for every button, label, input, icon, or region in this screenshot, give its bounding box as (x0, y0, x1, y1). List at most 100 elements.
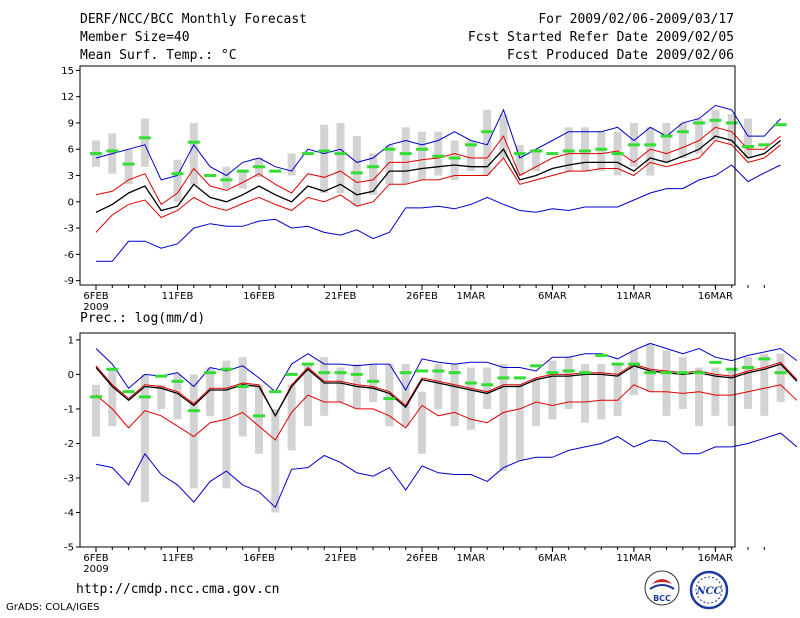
climatology-marker (350, 372, 363, 376)
x-tick-label: 26FEB (406, 291, 438, 302)
header-forecast-period: For 2009/02/06-2009/03/17 (538, 12, 734, 27)
climatology-marker (236, 385, 249, 388)
ensemble-spread-box (238, 171, 247, 189)
climatology-marker (676, 130, 689, 134)
x-tick-label: 26FEB (406, 553, 438, 564)
ensemble-spread-box (418, 391, 426, 454)
climatology-marker (416, 369, 428, 373)
climatology-marker (399, 371, 412, 375)
climatology-marker (171, 172, 184, 176)
climatology-marker (627, 143, 640, 147)
y-tick-label: -5 (64, 543, 74, 554)
climatology-marker (187, 409, 200, 413)
header-start-date: Fcst Started Refer Date 2009/02/05 (467, 30, 734, 45)
climatology-marker (367, 379, 380, 383)
climatology-marker (383, 147, 396, 151)
climatology-marker (562, 369, 575, 373)
ensemble-spread-box (646, 127, 655, 176)
bcc-logo: BCC (644, 570, 680, 606)
climatology-marker (220, 367, 233, 371)
x-tick-label: 21FEB (325, 553, 357, 564)
climatology-marker (106, 367, 119, 371)
ensemble-spread-box (678, 122, 687, 158)
climatology-marker (497, 376, 510, 380)
climatology-marker (334, 152, 347, 156)
climatology-marker (579, 371, 591, 375)
climatology-marker (138, 395, 151, 399)
footer-url[interactable]: http://cmdp.ncc.cma.gov.cn (76, 582, 280, 597)
climatology-marker (432, 154, 445, 158)
ensemble-spread-box (401, 127, 410, 185)
ensemble-spread-box (287, 153, 296, 176)
series-line-min (95, 432, 798, 509)
climatology-marker (204, 174, 217, 177)
climatology-marker (660, 371, 673, 375)
climatology-marker (122, 390, 135, 394)
climatology-marker (693, 371, 706, 375)
x-tick-label: 6MAR (538, 553, 567, 564)
climatology-marker (513, 376, 526, 380)
ensemble-spread-box (189, 374, 198, 489)
ensemble-spread-box (140, 374, 149, 503)
x-tick-label: 16FEB (243, 553, 275, 564)
climatology-marker (138, 136, 151, 140)
x-tick-label: 11MAR (616, 553, 651, 564)
ensemble-spread-box (222, 360, 231, 489)
climatology-marker (709, 360, 722, 364)
climatology-marker (90, 395, 102, 399)
ensemble-spread-box (695, 367, 704, 427)
x-year-label: 2009 (83, 302, 108, 313)
x-tick-label: 16MAR (698, 291, 733, 302)
climatology-marker (595, 147, 608, 151)
x-tick-label: 11FEB (162, 553, 194, 564)
ensemble-spread-box (662, 350, 671, 416)
ensemble-spread-box (287, 384, 296, 451)
x-tick-label: 6FEB (83, 553, 108, 564)
ensemble-spread-box (434, 364, 443, 409)
series-line-lower (95, 139, 781, 233)
chart-panel-1: -9 -6 -3 0 3 6 9 12 15 6FEB 11FEB 16FEB 21FEB 26FEB 1M… (61, 65, 787, 313)
climatology-marker (448, 371, 461, 375)
climatology-marker (481, 383, 494, 387)
ensemble-spread-box (760, 353, 769, 416)
x-tick-label: 1MAR (457, 291, 486, 302)
climatology-marker (644, 143, 657, 147)
climatology-marker (611, 362, 624, 366)
ensemble-spread-box (695, 118, 704, 154)
y-tick-label: 15 (61, 66, 74, 77)
ensemble-spread-box (401, 364, 410, 427)
header-title: DERF/NCC/BCC Monthly Forecast (80, 12, 307, 27)
climatology-marker (155, 374, 168, 378)
ensemble-spread-box (711, 367, 720, 416)
climatology-marker (253, 165, 265, 169)
climatology-marker (595, 353, 608, 357)
climatology-marker (301, 152, 314, 156)
y-tick-label: -1 (64, 404, 74, 415)
climatology-marker (758, 357, 771, 361)
ensemble-spread-box (613, 364, 622, 416)
climatology-marker (562, 149, 575, 153)
x-tick-label: 16FEB (243, 291, 275, 302)
climatology-marker (399, 152, 412, 156)
ensemble-spread-box (466, 140, 475, 172)
series-line-upper (95, 361, 798, 417)
climatology-marker (530, 364, 543, 368)
ensemble-spread-box (369, 364, 378, 403)
panel-frame (79, 332, 736, 548)
ensemble-spread-box (678, 357, 687, 409)
climatology-marker (448, 156, 461, 160)
series-line-lower (95, 384, 798, 441)
ensemble-spread-box (320, 124, 329, 194)
ensemble-spread-box (548, 360, 557, 420)
climatology-marker (367, 165, 380, 169)
header-variable: Mean Surf. Temp.: °C (80, 48, 237, 63)
ensemble-spread-box (646, 343, 655, 392)
climatology-marker (546, 152, 559, 156)
climatology-marker (481, 130, 494, 134)
ensemble-spread-box (140, 118, 149, 167)
y-tick-label: 1 (68, 335, 74, 346)
ensemble-spread-box (206, 367, 215, 416)
x-tick-label: 11MAR (616, 291, 651, 302)
